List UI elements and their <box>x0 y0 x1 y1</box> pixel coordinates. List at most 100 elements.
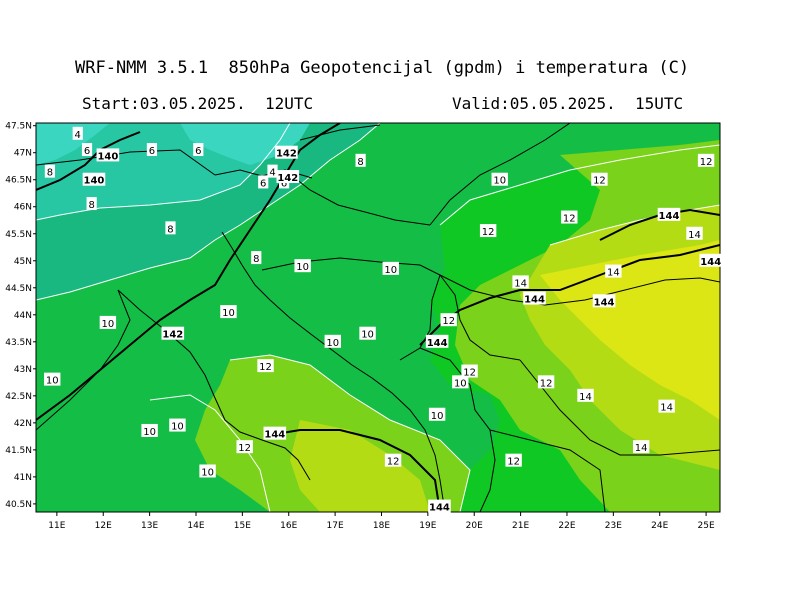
adriatic-coast-east <box>221 231 446 512</box>
label-background <box>605 264 622 278</box>
label-text: 8 <box>253 254 259 265</box>
italy-border <box>36 289 131 431</box>
label-background <box>699 253 723 267</box>
label-background <box>452 375 469 389</box>
temperature-label: 12 <box>537 375 555 389</box>
temp-zone-16 <box>540 240 720 420</box>
isotherm-6 <box>36 123 291 221</box>
lon-tick-label: 11E <box>48 521 65 531</box>
label-text: 10 <box>493 176 506 187</box>
hungary-croatia-border <box>284 169 431 226</box>
label-background <box>199 464 216 478</box>
geopotential-label: 144 <box>699 253 723 268</box>
lon-tick-label: 18E <box>373 521 390 531</box>
geopotential-label: 144 <box>657 207 681 222</box>
axis-ticks: 11E 12E 13E 14E 15E 16E 17E 18E 19E 20E 21E 22E 23E 2… <box>5 122 715 531</box>
label-background <box>267 164 278 178</box>
geopotential-label: 144 <box>425 334 449 349</box>
label-text: 10 <box>143 427 156 438</box>
temperature-label: 4 <box>267 164 278 179</box>
lon-tick-label: 16E <box>280 521 297 531</box>
label-text: 12 <box>259 362 272 373</box>
label-text: 144 <box>659 211 680 222</box>
geopotential-label: 144 <box>592 294 616 308</box>
isotherm-10 <box>149 394 271 512</box>
label-text: 14 <box>635 443 648 454</box>
label-background <box>512 275 529 289</box>
label-text: 8 <box>167 224 173 235</box>
temperature-label: 6 <box>81 143 93 157</box>
label-background <box>220 305 237 319</box>
temperature-label: 14 <box>577 388 594 403</box>
macedonia-border <box>489 429 606 512</box>
label-text: 144 <box>429 503 450 514</box>
lat-tick-label: 44.5N <box>5 284 32 294</box>
label-text: 12 <box>238 443 251 454</box>
label-background <box>276 170 300 184</box>
label-text: 14 <box>514 278 527 289</box>
label-background <box>275 145 298 159</box>
temperature-label: 10 <box>220 305 237 319</box>
label-background <box>592 294 616 308</box>
label-text: 10 <box>171 422 184 433</box>
isotherm-8 <box>36 123 381 301</box>
temperature-label: 6 <box>258 175 269 189</box>
label-background <box>355 153 366 167</box>
temperature-label: 8 <box>251 251 262 265</box>
label-text: 10 <box>46 376 59 387</box>
temperature-label: 10 <box>199 464 216 478</box>
label-background <box>428 499 451 513</box>
temperature-label: 10 <box>141 423 158 438</box>
label-text: 144 <box>700 257 721 268</box>
label-text: 14 <box>660 403 673 414</box>
temperature-label: 12 <box>561 210 578 225</box>
label-background <box>537 375 555 389</box>
label-background <box>384 453 402 467</box>
geopotential-label: 142 <box>161 326 185 341</box>
label-text: 12 <box>482 227 495 238</box>
temperature-field <box>36 123 720 512</box>
label-text: 6 <box>281 178 287 189</box>
geopotential-label: 144 <box>263 426 287 441</box>
temperature-label: 10 <box>294 259 311 273</box>
label-background <box>236 440 253 454</box>
label-background <box>491 172 508 186</box>
label-text: 142 <box>276 149 297 160</box>
label-background <box>697 153 715 167</box>
temperature-label: 10 <box>169 418 186 433</box>
label-text: 144 <box>524 295 545 306</box>
label-text: 12 <box>507 457 520 468</box>
label-text: 10 <box>201 467 214 478</box>
lat-tick-label: 40.5N <box>5 500 32 510</box>
temperature-label: 12 <box>591 172 608 187</box>
label-background <box>294 259 311 273</box>
temperature-label: 12 <box>384 453 402 468</box>
label-background <box>324 334 341 348</box>
label-text: 144 <box>427 338 448 349</box>
lat-tick-label: 47N <box>14 149 32 159</box>
lon-tick-label: 24E <box>651 521 668 531</box>
label-text: 14 <box>688 230 701 241</box>
lat-tick-label: 46.5N <box>5 176 32 186</box>
temperature-label: 12 <box>440 313 457 327</box>
label-background <box>425 334 449 348</box>
temperature-label: 10 <box>428 407 446 422</box>
label-background <box>258 175 269 189</box>
temperature-label: 6 <box>193 143 204 157</box>
lat-tick-label: 41.5N <box>5 446 32 456</box>
label-background <box>591 172 608 186</box>
danube <box>439 274 521 361</box>
temperature-label: 14 <box>512 275 529 289</box>
label-background <box>81 143 93 157</box>
montenegro-albania-border <box>419 347 496 512</box>
lon-tick-label: 21E <box>512 521 529 531</box>
lat-tick-label: 45.5N <box>5 230 32 240</box>
label-text: 10 <box>431 411 444 422</box>
temperature-label: 14 <box>686 226 703 241</box>
label-background <box>257 359 274 373</box>
temperature-label: 12 <box>461 364 478 379</box>
label-text: 12 <box>540 378 553 389</box>
label-text: 142 <box>277 173 298 184</box>
